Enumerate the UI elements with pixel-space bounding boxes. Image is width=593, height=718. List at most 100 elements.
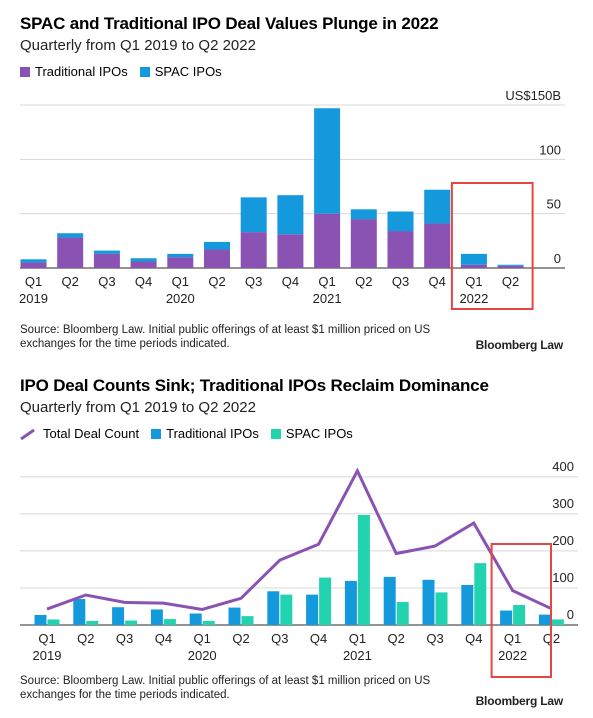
legend-swatch (20, 66, 30, 77)
legend-label: Traditional IPOs (35, 64, 128, 79)
x-tick-label: Q2 (77, 631, 94, 646)
legend-item-spac: SPAC IPOs (270, 426, 353, 441)
x-year-label: 2020 (166, 291, 195, 306)
bar-traditional (424, 223, 451, 268)
x-year-label: 2020 (188, 648, 217, 663)
bar-traditional (167, 257, 194, 268)
x-tick-label: Q2 (62, 274, 79, 289)
legend-item-total: Total Deal Count (20, 426, 139, 441)
bar-spac (314, 108, 341, 214)
bar-traditional (267, 591, 280, 625)
bar-traditional (350, 219, 377, 268)
bar-traditional (240, 232, 267, 268)
bar-spac (357, 514, 370, 625)
y-tick-label: 400 (552, 459, 574, 474)
chart-subtitle: Quarterly from Q1 2019 to Q2 2022 (20, 399, 256, 416)
x-tick-label: Q2 (388, 631, 405, 646)
x-tick-label: Q4 (465, 631, 482, 646)
y-tick-label: 200 (552, 533, 574, 548)
legend-swatch (270, 428, 281, 439)
x-year-label: 2021 (313, 291, 342, 306)
y-tick-label: 300 (552, 496, 574, 511)
bar-traditional (461, 584, 474, 625)
bar-spac (387, 211, 414, 232)
bar-spac (497, 264, 524, 266)
bar-spac (202, 620, 215, 625)
bar-traditional (34, 614, 47, 625)
x-tick-label: Q1 (349, 631, 366, 646)
bar-traditional (57, 237, 84, 268)
bar-spac (204, 241, 230, 250)
bar-spac (241, 616, 254, 625)
bar-spac (167, 253, 194, 258)
bar-traditional (93, 253, 120, 268)
x-tick-label: Q1 (25, 274, 42, 289)
x-tick-label: Q1 (465, 274, 482, 289)
x-tick-label: Q2 (208, 274, 225, 289)
bar-traditional (277, 234, 304, 268)
x-tick-label: Q2 (232, 631, 249, 646)
line-total-deal-count (46, 467, 553, 611)
x-year-label: 2021 (343, 648, 372, 663)
bar-spac (350, 209, 377, 220)
x-tick-label: Q4 (282, 274, 299, 289)
x-year-label: 2019 (19, 291, 48, 306)
legend-item-traditional: Traditional IPOs (151, 426, 259, 441)
y-tick-label: 0 (554, 251, 561, 266)
legend-line-icon (20, 428, 35, 440)
y-tick-label: US$150B (505, 88, 561, 103)
bar-spac (513, 604, 526, 625)
x-tick-label: Q3 (245, 274, 262, 289)
legend-label: SPAC IPOs (285, 426, 353, 441)
bar-traditional (306, 594, 319, 625)
legend-item-traditional: Traditional IPOs (20, 64, 128, 79)
bar-spac (163, 619, 176, 625)
x-tick-label: Q3 (116, 631, 133, 646)
bar-traditional (73, 599, 86, 625)
legend-label: Traditional IPOs (166, 426, 259, 441)
chart-plot: 0 50 100 US$150B Q1 2019 Q2 Q3 Q4 Q1 2020 Q2 Q3 Q4 Q1 2… (19, 88, 565, 310)
legend-swatch (139, 66, 150, 77)
x-tick-label: Q1 (194, 631, 211, 646)
brand-logo: Bloomberg Law (475, 694, 564, 708)
x-tick-label: Q1 (318, 274, 335, 289)
bar-spac (47, 619, 60, 625)
chart-legend: Total Deal Count Traditional IPOs SPAC I… (20, 426, 353, 441)
chart-legend: Traditional IPOs SPAC IPOs (20, 64, 222, 79)
bar-traditional (538, 614, 551, 625)
chart-title: SPAC and Traditional IPO Deal Values Plu… (20, 14, 439, 33)
bar-traditional (344, 580, 357, 625)
bar-traditional (422, 579, 435, 625)
bar-traditional (130, 261, 157, 268)
x-tick-label: Q1 (38, 631, 55, 646)
source-note: Source: Bloomberg Law. Initial public of… (20, 675, 431, 701)
highlight-box (490, 543, 553, 678)
bar-spac (474, 563, 487, 625)
legend-label: Total Deal Count (43, 426, 140, 441)
chart-2: IPO Deal Counts Sink; Traditional IPOs R… (0, 372, 593, 718)
y-tick-label: 100 (552, 570, 574, 585)
bar-spac (277, 195, 304, 235)
x-tick-label: Q2 (502, 274, 519, 289)
bar-traditional (314, 213, 341, 268)
legend-label: SPAC IPOs (154, 64, 222, 79)
bar-spac (86, 620, 99, 625)
bar-traditional (500, 610, 513, 625)
bar-traditional (497, 265, 524, 268)
x-tick-label: Q1 (504, 631, 521, 646)
legend-swatch (151, 428, 162, 439)
bar-spac (93, 250, 120, 254)
bar-spac (280, 594, 293, 625)
bar-traditional (20, 262, 47, 268)
bar-traditional (387, 231, 414, 268)
bar-spac (57, 233, 84, 238)
x-tick-label: Q1 (172, 274, 189, 289)
chart-subtitle: Quarterly from Q1 2019 to Q2 2022 (20, 37, 256, 54)
x-tick-label: Q4 (135, 274, 152, 289)
bar-traditional (112, 607, 125, 625)
bar-spac (130, 258, 157, 262)
bar-traditional (189, 613, 202, 625)
bar-spac (20, 259, 47, 263)
x-year-label: 2022 (459, 291, 488, 306)
y-tick-label: 50 (547, 197, 561, 212)
